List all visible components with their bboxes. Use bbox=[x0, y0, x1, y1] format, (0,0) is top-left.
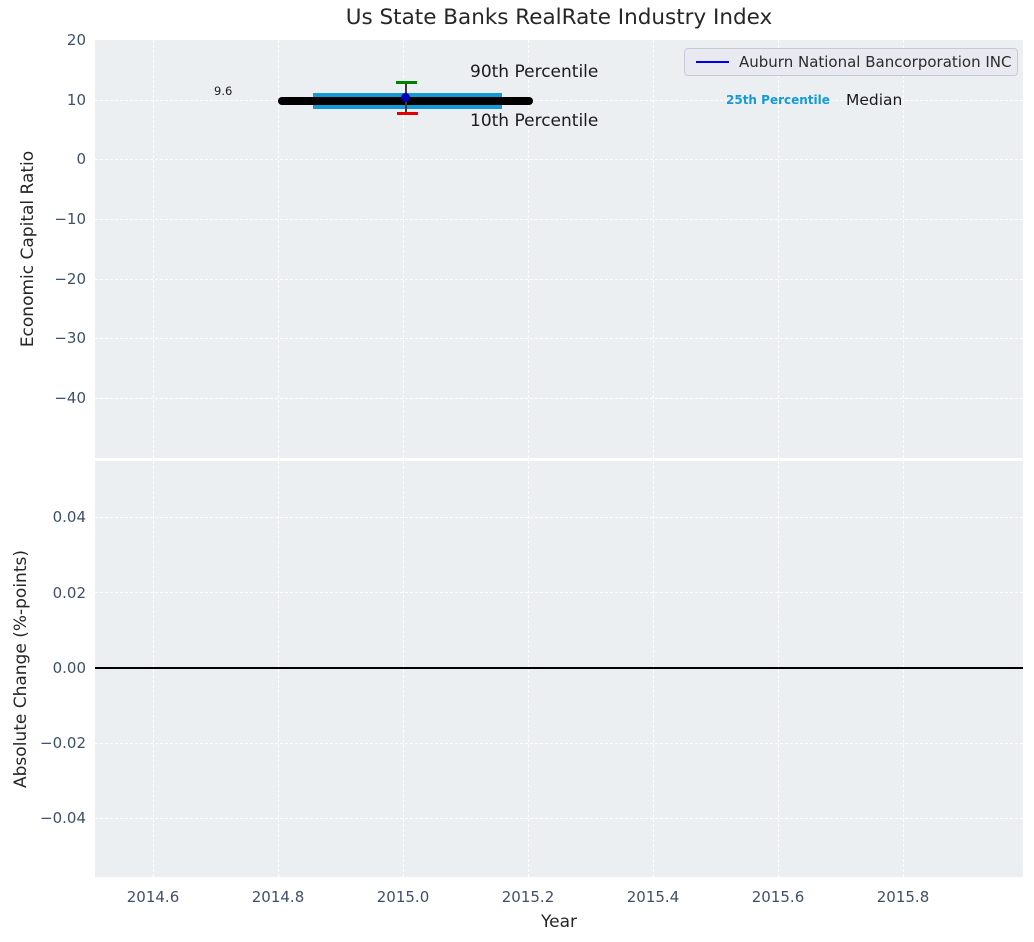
ytick-label: −40 bbox=[54, 389, 86, 407]
gridline-h bbox=[95, 159, 1023, 160]
gridline-v bbox=[403, 40, 404, 458]
ytick-label: −10 bbox=[54, 210, 86, 228]
gridline-h bbox=[95, 100, 1023, 101]
gridline-h bbox=[95, 592, 1023, 593]
ytick-label: 0.02 bbox=[52, 584, 86, 602]
median-value-label: 9.6 bbox=[214, 84, 233, 98]
gridline-v bbox=[903, 461, 904, 877]
ytick-label: 0.04 bbox=[52, 508, 86, 526]
gridline-v bbox=[903, 40, 904, 458]
zero-change-line bbox=[95, 667, 1023, 669]
company-data-point bbox=[401, 93, 410, 102]
gridline-v bbox=[153, 40, 154, 458]
ytick-label: −0.02 bbox=[40, 734, 86, 752]
ytick-label: −0.04 bbox=[40, 809, 86, 827]
legend-line-sample bbox=[696, 60, 729, 64]
p10-cap-marker bbox=[397, 112, 418, 115]
xtick-label: 2014.6 bbox=[126, 888, 180, 906]
gridline-v bbox=[278, 461, 279, 877]
bottom-plot-area bbox=[95, 461, 1023, 877]
ytick-label: −20 bbox=[54, 270, 86, 288]
xtick-label: 2015.4 bbox=[626, 888, 680, 906]
gridline-v bbox=[528, 40, 529, 458]
ytick-label: 0 bbox=[76, 150, 86, 168]
xtick-label: 2015.0 bbox=[376, 888, 430, 906]
gridline-h bbox=[95, 743, 1023, 744]
xtick-label: 2015.6 bbox=[751, 888, 805, 906]
gridline-v bbox=[153, 461, 154, 877]
gridline-v bbox=[403, 461, 404, 877]
bottom-y-axis-label: Absolute Change (%-points) bbox=[11, 550, 31, 788]
gridline-h bbox=[95, 219, 1023, 220]
x-axis-label: Year bbox=[541, 912, 577, 932]
xtick-label: 2015.8 bbox=[876, 888, 930, 906]
top-y-axis-label: Economic Capital Ratio bbox=[18, 150, 38, 348]
gridline-h bbox=[95, 338, 1023, 339]
p90-annotation: 90th Percentile bbox=[470, 62, 599, 82]
xtick-label: 2015.2 bbox=[501, 888, 555, 906]
gridline-v bbox=[778, 461, 779, 877]
p10-annotation: 10th Percentile bbox=[470, 111, 599, 131]
gridline-h bbox=[95, 398, 1023, 399]
legend-box: Auburn National Bancorporation INC bbox=[684, 48, 1018, 76]
ytick-label: 0.00 bbox=[52, 659, 86, 677]
gridline-v bbox=[778, 40, 779, 458]
legend-series-label: Auburn National Bancorporation INC bbox=[739, 53, 1012, 71]
gridline-v bbox=[653, 461, 654, 877]
gridline-h bbox=[95, 279, 1023, 280]
gridline-v bbox=[528, 461, 529, 877]
gridline-v bbox=[278, 40, 279, 458]
gridline-h bbox=[95, 818, 1023, 819]
ytick-label: 20 bbox=[66, 31, 86, 49]
median-annotation: Median bbox=[846, 91, 903, 109]
ytick-label: −30 bbox=[54, 329, 86, 347]
chart-title: Us State Banks RealRate Industry Index bbox=[345, 5, 773, 30]
xtick-label: 2014.8 bbox=[251, 888, 305, 906]
ytick-label: 10 bbox=[66, 91, 86, 109]
gridline-v bbox=[653, 40, 654, 458]
top-plot-area: 9.6 90th Percentile 10th Percentile 25th… bbox=[95, 40, 1023, 458]
p90-cap-marker bbox=[396, 81, 417, 84]
p25-annotation: 25th Percentile bbox=[726, 93, 830, 107]
gridline-h bbox=[95, 517, 1023, 518]
